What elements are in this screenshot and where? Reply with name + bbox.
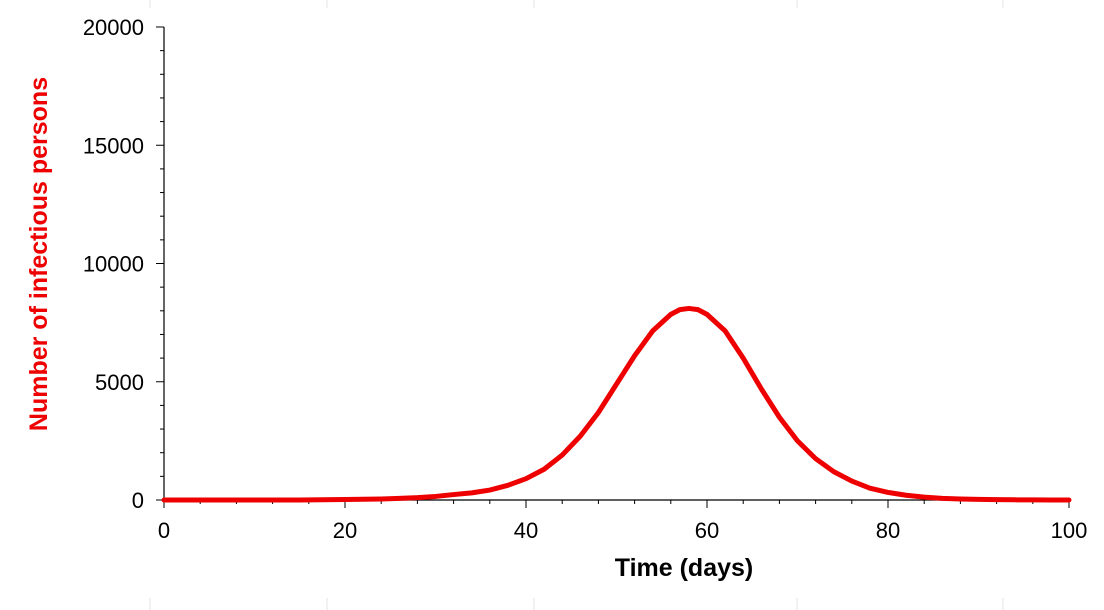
series-layer (161, 305, 1072, 503)
x-tick-label: 60 (695, 518, 719, 543)
axes (163, 27, 1069, 501)
x-tick-label: 80 (876, 518, 900, 543)
y-axis-title: Number of infectious persons (25, 77, 53, 431)
x-tick-label: 40 (514, 518, 538, 543)
x-axis-tick-labels: 0 20 40 60 80 100 (158, 518, 1087, 543)
y-tick-label: 0 (132, 488, 144, 513)
y-axis-tick-labels: 0 5000 10000 15000 20000 (83, 15, 144, 513)
x-axis-title: Time (days) (615, 554, 753, 582)
series-line-infectious-persons (161, 305, 1072, 503)
y-axis-ticks (156, 26, 164, 501)
y-tick-label: 10000 (83, 252, 144, 277)
x-tick-label: 100 (1051, 518, 1088, 543)
y-tick-label: 20000 (83, 15, 144, 40)
edge-marks (149, 0, 1004, 610)
x-tick-label: 20 (333, 518, 357, 543)
y-tick-label: 5000 (95, 370, 144, 395)
x-tick-label: 0 (158, 518, 170, 543)
y-tick-label: 15000 (83, 133, 144, 158)
